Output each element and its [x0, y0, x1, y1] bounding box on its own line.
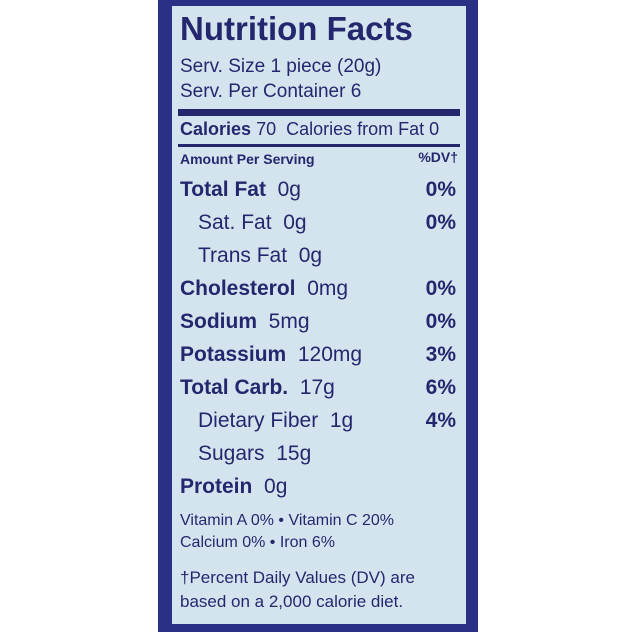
nutrient-row: Trans Fat 0g — [198, 244, 322, 268]
footnote-line: based on a 2,000 calorie diet. — [180, 592, 404, 611]
title: Nutrition Facts — [180, 10, 413, 47]
calories-from-fat: Calories from Fat 0 — [286, 119, 440, 139]
nutrient-name: Trans Fat — [198, 244, 288, 267]
vitamin-line: Vitamin A 0% • Vitamin C 20% — [180, 512, 395, 529]
nutrient-amount: 0mg — [307, 277, 349, 300]
nutrient-amount: 5mg — [268, 310, 310, 333]
nutrient-row: Cholesterol 0mg — [180, 277, 348, 301]
nutrient-row: Protein 0g — [180, 475, 287, 499]
nutrient-name: Sugars — [198, 442, 265, 465]
nutrient-dv: 4% — [425, 409, 456, 432]
rule — [178, 109, 460, 116]
nutrient-dv: 0% — [425, 211, 456, 234]
nutrient-dv: 6% — [425, 376, 456, 399]
nutrient-row: Sugars 15g — [198, 442, 311, 466]
nutrient-row: Total Fat 0g — [180, 178, 301, 202]
rule — [178, 144, 460, 147]
nutrient-name: Potassium — [180, 343, 287, 366]
nutrient-name: Total Carb. — [180, 376, 289, 399]
servings: Serv. Per Container 6 — [180, 81, 362, 102]
calories-value: 70 — [256, 119, 277, 139]
nutrient-amount: 0g — [298, 244, 323, 267]
nutrient-dv: 3% — [425, 343, 456, 366]
nutrient-amount: 120mg — [297, 343, 363, 366]
nutrient-amount: 15g — [276, 442, 312, 465]
nutrient-row: Potassium 120mg — [180, 343, 362, 367]
nutrient-dv: 0% — [425, 178, 456, 201]
nutrient-amount: 17g — [299, 376, 335, 399]
nutrient-row: Sat. Fat 0g — [198, 211, 307, 235]
nutrient-amount: 0g — [264, 475, 288, 498]
nutrient-amount: 0g — [277, 178, 301, 201]
nutrient-name: Sat. Fat — [198, 211, 272, 234]
nutrient-name: Total Fat — [180, 178, 266, 201]
nutrient-name: Protein — [180, 475, 253, 498]
nutrient-name: Cholesterol — [180, 277, 296, 300]
footnote-line: †Percent Daily Values (DV) are — [180, 568, 415, 587]
serving-size: Serv. Size 1 piece (20g) — [180, 56, 382, 77]
nutrient-name: Dietary Fiber — [198, 409, 319, 432]
nutrient-row: Sodium 5mg — [180, 310, 310, 334]
nutrient-amount: 1g — [329, 409, 354, 432]
nutrient-row: Total Carb. 17g — [180, 376, 335, 400]
vitamin-line: Calcium 0% • Iron 6% — [180, 534, 335, 551]
nutrient-row: Dietary Fiber 1g — [198, 409, 353, 433]
calories-label: Calories — [180, 119, 252, 139]
nutrient-name: Sodium — [180, 310, 257, 333]
nutrient-amount: 0g — [283, 211, 307, 234]
label-panel: Nutrition Facts Serv. Size 1 piece (20g)… — [158, 0, 478, 632]
dv-header: %DV† — [418, 149, 458, 165]
nutrient-dv: 0% — [425, 310, 456, 333]
nutrition-label: Nutrition Facts Serv. Size 1 piece (20g)… — [172, 6, 466, 624]
calories-row: Calories 70 Calories from Fat 0 — [180, 119, 439, 140]
amount-header: Amount Per Serving — [180, 151, 315, 167]
nutrient-dv: 0% — [425, 277, 456, 300]
